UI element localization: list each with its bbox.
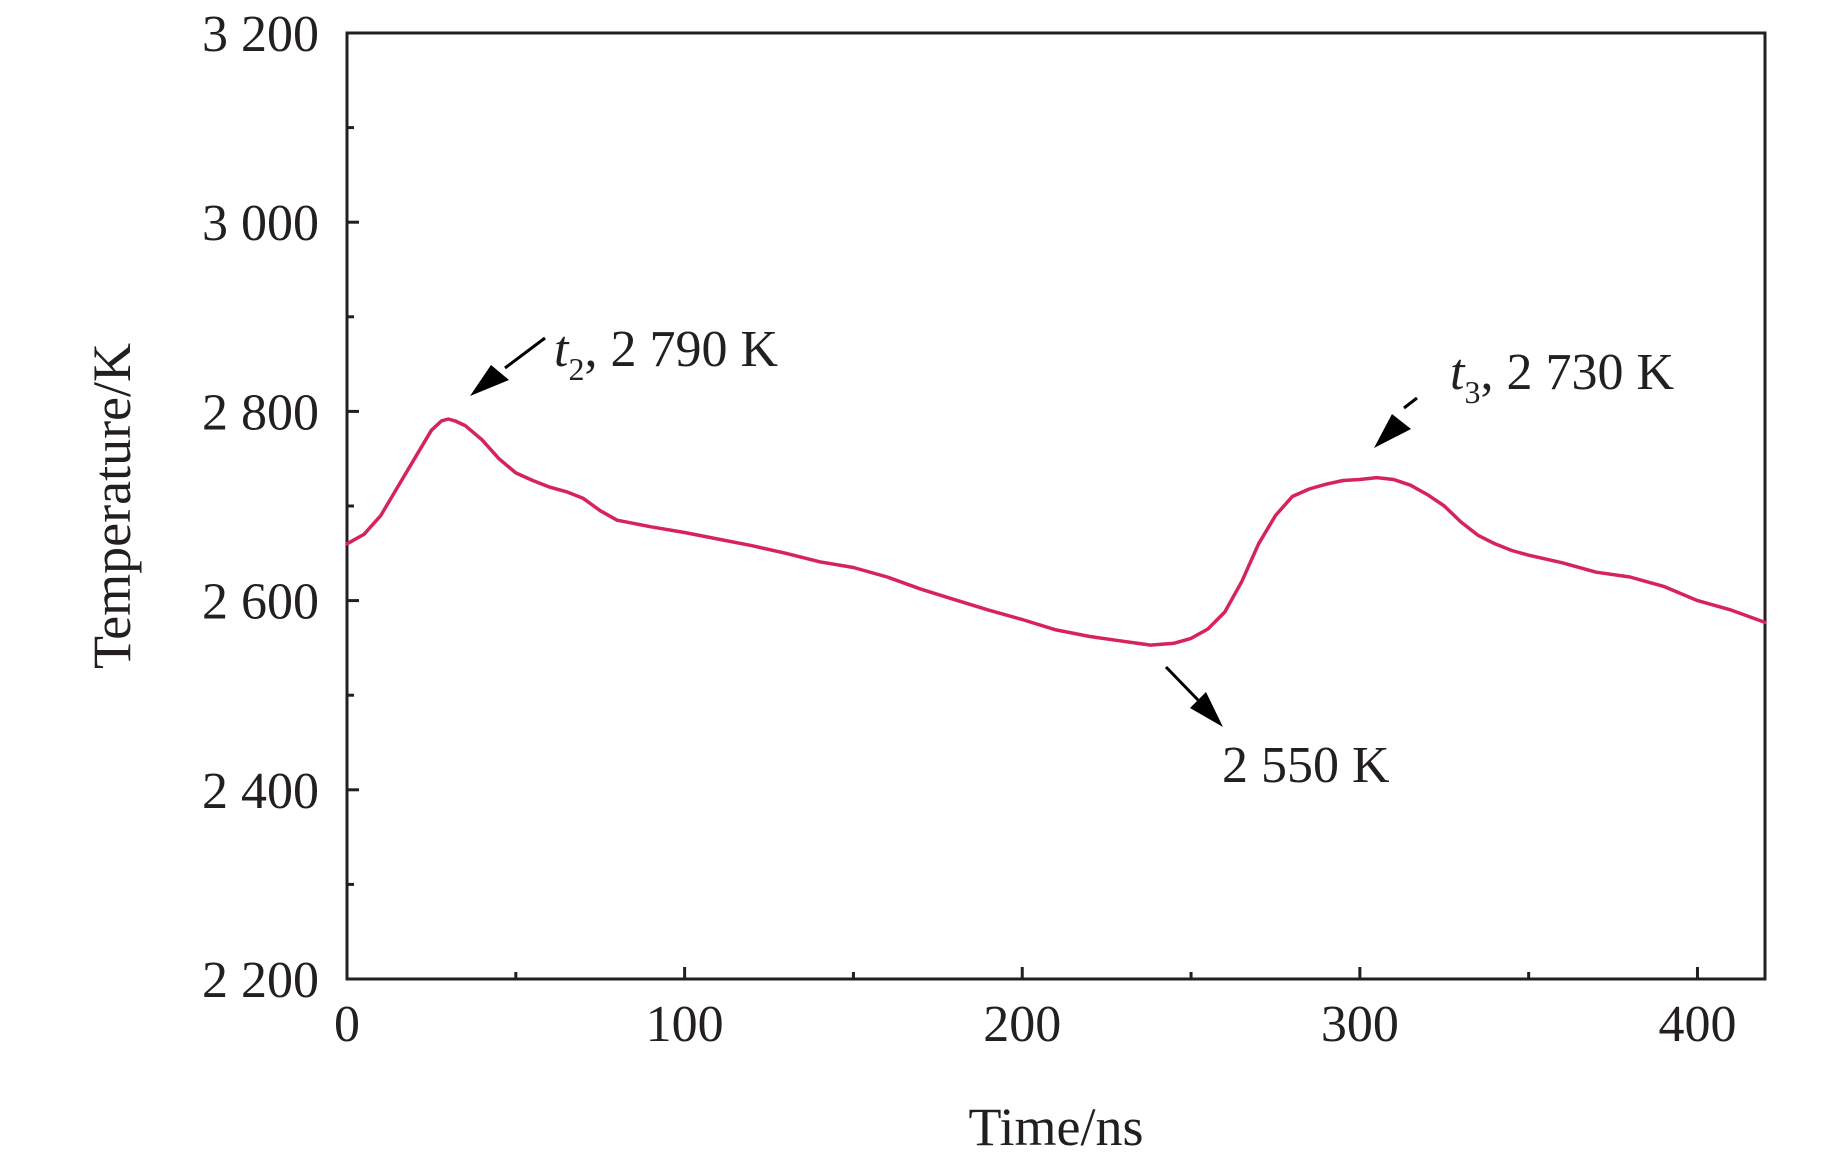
- arrow-shaft: [1403, 396, 1418, 410]
- x-tick-label: 300: [1321, 996, 1399, 1053]
- series-line: [345, 417, 1767, 647]
- arrow-shaft: [1164, 665, 1200, 702]
- arrow-head: [1190, 692, 1223, 727]
- x-tick-label: 0: [334, 996, 360, 1053]
- y-tick-label: 2 800: [202, 384, 319, 441]
- annotation-peak-t2: t2, 2 790 K: [470, 321, 778, 396]
- y-tick-label: 2 600: [202, 574, 319, 631]
- y-tick-label: 3 200: [202, 6, 319, 63]
- x-tick-label: 100: [646, 996, 724, 1053]
- axis-ticks: [345, 31, 1699, 981]
- y-tick-label: 2 200: [202, 952, 319, 1009]
- tick-labels: 0 100 200 300 400 2 200 2 400 2 600 2 800 3 000 3 …: [202, 6, 1736, 1053]
- annotation-minimum: 2 550 K: [1164, 665, 1390, 794]
- annotation-peak-t3: t3, 2 730 K: [1374, 344, 1674, 448]
- arrow-head: [470, 365, 509, 396]
- annotation-label: t2, 2 790 K: [554, 321, 778, 387]
- plot-frame: [345, 31, 1767, 981]
- y-tick-label: 2 400: [202, 763, 319, 820]
- arrow-shaft: [504, 336, 546, 370]
- y-tick-label: 3 000: [202, 195, 319, 252]
- x-tick-label: 200: [983, 996, 1061, 1053]
- arrow-head: [1374, 414, 1411, 448]
- x-tick-label: 400: [1658, 996, 1736, 1053]
- annotation-label: t3, 2 730 K: [1450, 344, 1674, 410]
- annotation-label: 2 550 K: [1222, 737, 1390, 794]
- y-axis-title: Temperature/K: [82, 343, 142, 669]
- x-axis-title: Time/ns: [968, 1097, 1143, 1157]
